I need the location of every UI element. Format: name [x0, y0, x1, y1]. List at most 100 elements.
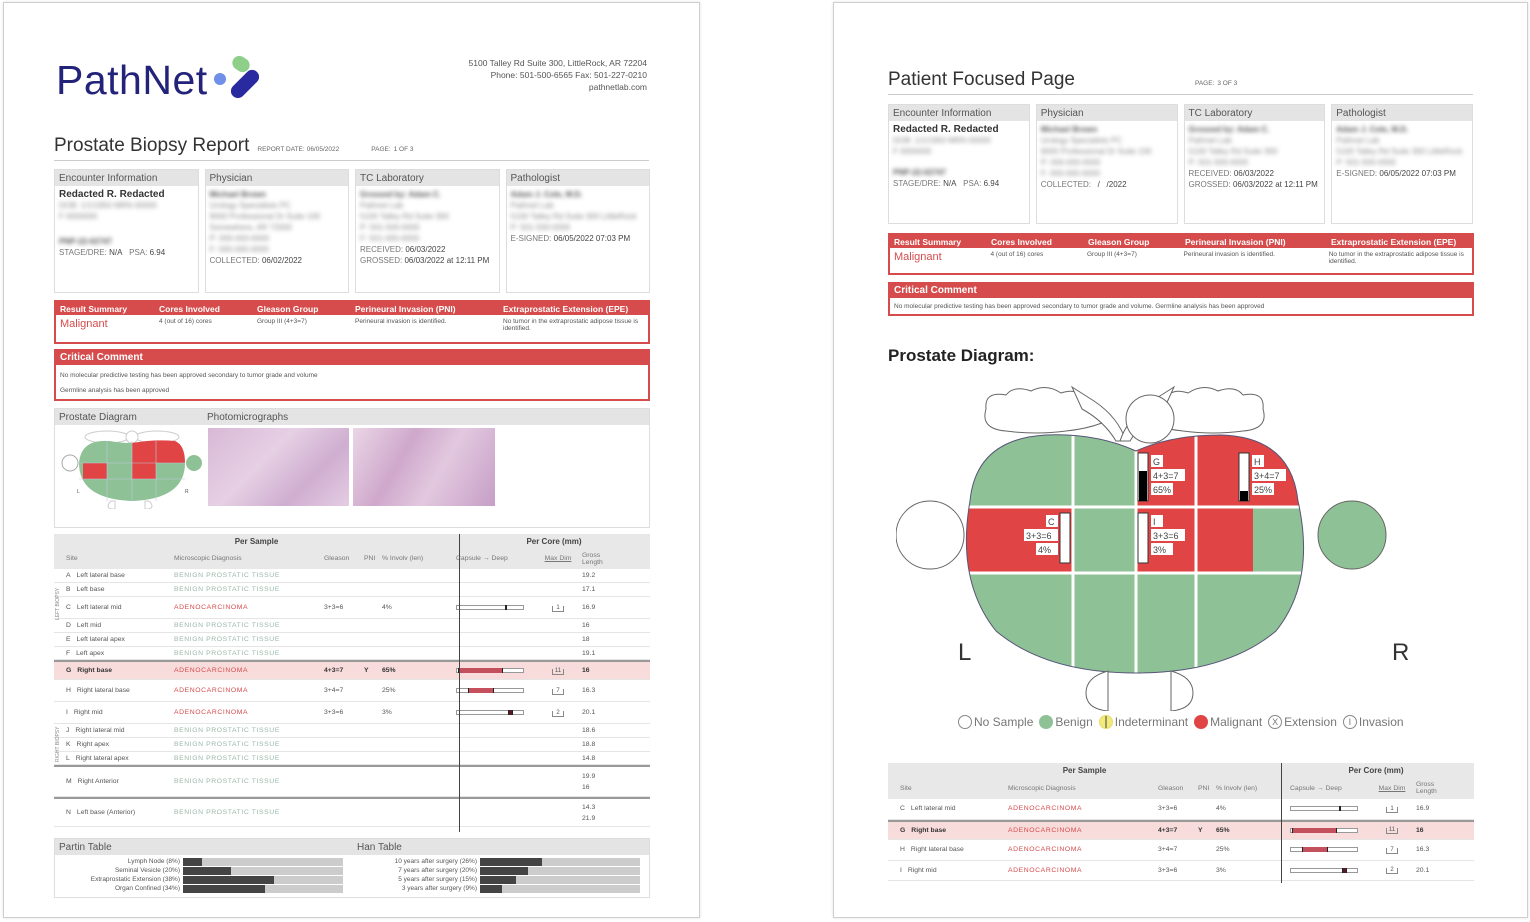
bar-row: Seminal Vesicle (20%) — [55, 866, 352, 875]
site-name: Right mid — [73, 709, 103, 716]
core-bar — [456, 668, 524, 673]
page-title: Prostate Biopsy Report — [54, 135, 250, 156]
pathologist-phone: P: 501-500-0000 — [1336, 158, 1396, 167]
diagnosis: BENIGN PROSTATIC TISSUE — [174, 649, 280, 657]
critical-comment-line: No molecular predictive testing has been… — [60, 372, 318, 379]
bar-track — [480, 866, 640, 875]
diagnosis: BENIGN PROSTATIC TISSUE — [174, 636, 280, 643]
svg-text:65%: 65% — [1153, 485, 1171, 495]
bar-label: 7 years after surgery (20%) — [398, 867, 477, 874]
site-id: I — [900, 866, 902, 874]
gross-length-2: 16 — [582, 783, 590, 791]
site-id: I — [66, 709, 68, 716]
diagnosis: BENIGN PROSTATIC TISSUE — [174, 754, 280, 762]
page-number: 3 of 3 — [1217, 80, 1238, 87]
psa-label: PSA: — [963, 179, 982, 188]
pathologist-address: 5100 Talley Rd Suite 300 LittleRock — [1336, 147, 1463, 156]
gross-length: 20.1 — [1416, 866, 1430, 874]
report-date-label: REPORT DATE: — [257, 146, 305, 153]
pathologist-name: Adam J. Cole, M.D. — [510, 190, 583, 199]
legend-extension: X Extension — [1268, 715, 1337, 729]
table-row[interactable]: C Left lateral mid ADENOCARCINOMA 3+3=6 4% 1 1… — [54, 597, 650, 619]
site-name: Left mid — [76, 622, 102, 629]
table-row[interactable]: J Right lateral mid BENIGN PROSTATIC TISSU… — [54, 724, 650, 738]
legend-invasion: I Invasion — [1342, 715, 1404, 729]
pathologist-lab: Pathnet Lab — [1336, 136, 1380, 145]
table-row[interactable]: L Right lateral apex BENIGN PROSTATIC TISS… — [54, 752, 650, 765]
percent-involved: 65% — [382, 667, 396, 674]
table-row[interactable]: H Right lateral base ADENOCARCINOMA 3+4=7 25… — [54, 680, 650, 702]
bar-row: 5 years after surgery (15%) — [352, 875, 649, 884]
svg-text:I: I — [1153, 517, 1156, 527]
col-gross-length: Gross Length — [582, 551, 603, 566]
table-row[interactable]: N Left base (Anterior) BENIGN PROSTATIC TI… — [54, 797, 650, 827]
col-pni: Perineural Invasion (PNI) — [355, 303, 456, 314]
received-date: 06/03/2022 — [1233, 169, 1274, 178]
physician-card: Physician Michael Brown Urology Speciali… — [1035, 104, 1178, 224]
report-date: 06/05/2022 — [306, 146, 340, 153]
per-core-header: Per Core (mm) — [526, 536, 582, 546]
table-row[interactable]: H Right lateral base ADENOCARCINOMA 3+4=7 25… — [888, 840, 1474, 861]
esigned-label: E-SIGNED: — [510, 234, 552, 243]
card-header: Physician — [1036, 105, 1177, 121]
table-row[interactable]: G Right base ADENOCARCINOMA 4+3=7 Y 65% 11 16 — [54, 660, 650, 680]
gleason-group-value: Group III (4+3=7) — [257, 318, 307, 325]
site-name: Right base — [77, 667, 113, 674]
encounter-card: Encounter Information Redacted R. Redact… — [888, 104, 1030, 224]
table-row[interactable]: I Right mid ADENOCARCINOMA 3+3=6 3% 2 20.1 — [54, 702, 650, 724]
table-row[interactable]: C Left lateral mid ADENOCARCINOMA 3+3=6 4% 1 1… — [888, 799, 1474, 820]
han-bars: 10 years after surgery (26%) 7 years afte… — [352, 857, 649, 893]
site-name: Left lateral apex — [76, 636, 125, 643]
result-summary-header: Result Summary Cores Involved Gleason Gr… — [56, 302, 648, 315]
patient-mrn: F 0000000 — [893, 147, 932, 156]
physician-card: Physician Michael Brown Urology Speciali… — [204, 169, 349, 293]
table-row[interactable]: B Left base BENIGN PROSTATIC TISSUE 17.1 — [54, 583, 650, 597]
table-row[interactable]: F Left apex BENIGN PROSTATIC TISSUE 19.1 — [54, 647, 650, 660]
svg-text:3+4=7: 3+4=7 — [1254, 471, 1280, 481]
card-header: Encounter Information — [889, 105, 1029, 121]
gross-length: 19.2 — [582, 572, 596, 579]
logo-text: PathNet — [56, 56, 208, 103]
physician-phone: P: 000-000-0000 — [1040, 158, 1101, 167]
card-header: Pathologist — [506, 170, 649, 186]
site-name: Right lateral base — [76, 687, 130, 694]
bar-label: Lymph Node (8%) — [127, 858, 180, 865]
result-summary-box: Result Summary Cores Involved Gleason Gr… — [54, 300, 650, 344]
svg-text:H: H — [1254, 457, 1261, 467]
col-pni: PNI — [364, 555, 376, 562]
page-number: 1 of 3 — [393, 146, 414, 153]
bar-label: Organ Confined (34%) — [114, 885, 180, 892]
pni: Y — [364, 667, 369, 674]
legend-benign: Benign — [1039, 715, 1093, 729]
table-row[interactable]: D Left mid BENIGN PROSTATIC TISSUE 16 — [54, 619, 650, 633]
pathologist-address: 5100 Talley Rd Suite 300 LittleRock — [510, 212, 637, 221]
col-epe: Extraprostatic Extension (EPE) — [503, 303, 629, 314]
site-name: Left apex — [76, 649, 105, 657]
lab-address: 5100 Talley Rd Suite 300 — [360, 212, 449, 221]
legend-indeterminant: Indeterminant — [1098, 715, 1188, 729]
percent-involved: 4% — [382, 604, 392, 611]
percent-involved: 4% — [1216, 805, 1226, 813]
pathologist-card: Pathologist Adam J. Cole, M.D. Pathnet L… — [1331, 104, 1473, 224]
table-row[interactable]: M Right Anterior BENIGN PROSTATIC TISSUE 19… — [54, 765, 650, 797]
col-involv: % Involv (len) — [1216, 784, 1258, 792]
phone-fax-line: Phone: 501-500-6565 Fax: 501-227-0210 — [490, 70, 647, 80]
table-row[interactable]: I Right mid ADENOCARCINOMA 3+3=6 3% 2 20.1 — [888, 861, 1474, 881]
table-row[interactable]: G Right base ADENOCARCINOMA 4+3=7 Y 65% 11 16 — [888, 819, 1474, 840]
bar-fill — [183, 866, 231, 875]
legend-malignant: Malignant — [1194, 715, 1262, 729]
table-row[interactable]: A Left lateral base BENIGN PROSTATIC TISSU… — [54, 569, 650, 583]
photomicrograph-2[interactable] — [353, 428, 495, 506]
gross-length: 16 — [1416, 826, 1424, 834]
diagnosis: BENIGN PROSTATIC TISSUE — [174, 741, 280, 748]
max-dim-icon: 11 — [552, 668, 564, 675]
table-row[interactable]: E Left lateral apex BENIGN PROSTATIC TISSU… — [54, 633, 650, 647]
patient-mrn: F 0000000 — [59, 212, 98, 221]
critical-comment-header: Critical Comment — [890, 284, 1472, 298]
site-name: Right lateral mid — [75, 727, 125, 734]
photomicrograph-1[interactable] — [208, 428, 349, 506]
table-row[interactable]: K Right apex BENIGN PROSTATIC TISSUE 18.8 — [54, 738, 650, 752]
diagnosis: ADENOCARCINOMA — [1008, 805, 1083, 813]
bar-track — [183, 866, 343, 875]
col-diagnosis: Microscopic Diagnosis — [1008, 784, 1076, 792]
